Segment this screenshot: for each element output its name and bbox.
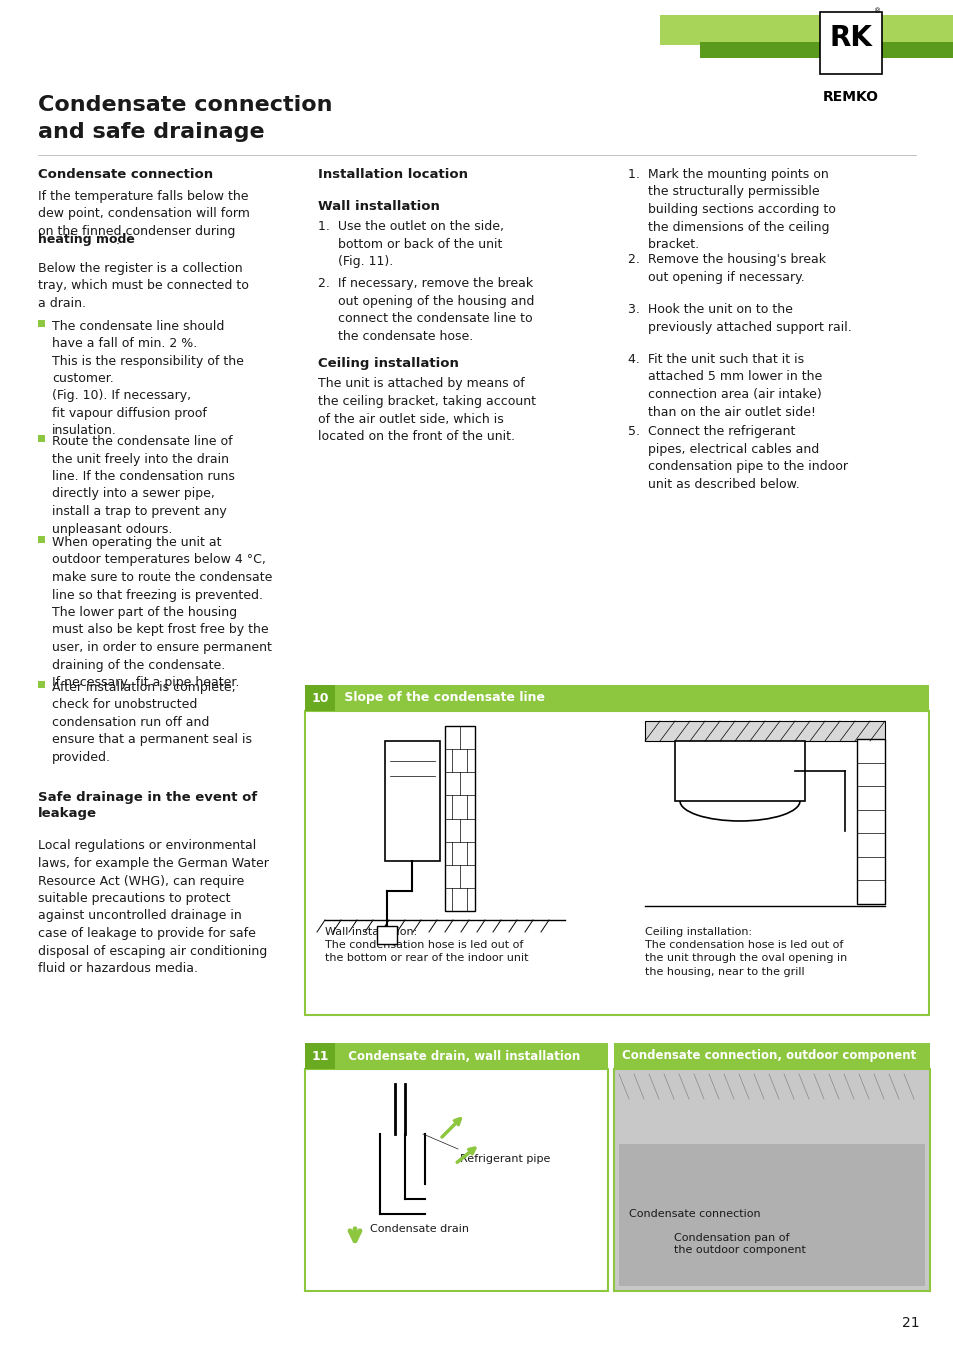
Bar [305, 1069, 607, 1291]
Bar [644, 721, 884, 741]
Text: RK: RK [829, 24, 872, 53]
Bar [305, 711, 928, 1015]
Text: Safe drainage in the event of: Safe drainage in the event of [38, 791, 257, 805]
Bar [38, 320, 45, 327]
Text: 1.  Mark the mounting points on
     the structurally permissible
     building : 1. Mark the mounting points on the struc… [627, 167, 835, 251]
Bar [618, 1143, 924, 1287]
Bar [614, 1069, 929, 1291]
Text: REMKO: REMKO [822, 90, 878, 104]
Bar [376, 926, 396, 944]
Text: 4.  Fit the unit such that it is
     attached 5 mm lower in the
     connection: 4. Fit the unit such that it is attached… [627, 352, 821, 418]
Text: When operating the unit at
outdoor temperatures below 4 °C,
make sure to route t: When operating the unit at outdoor tempe… [52, 536, 273, 688]
Text: Condensation pan of
the outdoor component: Condensation pan of the outdoor componen… [673, 1233, 805, 1256]
Text: 21: 21 [902, 1316, 919, 1330]
Text: Condensate drain, wall installation: Condensate drain, wall installation [339, 1049, 579, 1062]
Text: The condensate line should
have a fall of min. 2 %.
This is the responsibility o: The condensate line should have a fall o… [52, 320, 244, 437]
Text: 2.  Remove the housing's break
     out opening if necessary.: 2. Remove the housing's break out openin… [627, 252, 825, 284]
Text: 2.  If necessary, remove the break
     out opening of the housing and
     conn: 2. If necessary, remove the break out op… [317, 278, 534, 343]
Text: Condensate connection: Condensate connection [628, 1210, 760, 1219]
Bar [38, 680, 45, 687]
Text: Condensate connection: Condensate connection [38, 95, 333, 115]
Text: Below the register is a collection
tray, which must be connected to
a drain.: Below the register is a collection tray,… [38, 262, 249, 311]
Text: Slope of the condensate line: Slope of the condensate line [339, 691, 544, 705]
Text: Route the condensate line of
the unit freely into the drain
line. If the condens: Route the condensate line of the unit fr… [52, 435, 234, 536]
Bar [38, 435, 45, 441]
Text: Wall installation:
The condensation hose is led out of
the bottom or rear of the: Wall installation: The condensation hose… [325, 927, 528, 964]
Text: If the temperature falls below the
dew point, condensation will form
on the finn: If the temperature falls below the dew p… [38, 190, 250, 255]
Text: heating mode: heating mode [38, 234, 134, 247]
Text: 1.  Use the outlet on the side,
     bottom or back of the unit
     (Fig. 11).: 1. Use the outlet on the side, bottom or… [317, 220, 503, 269]
Bar [385, 741, 439, 861]
Text: 11: 11 [311, 1049, 329, 1062]
Bar [305, 1044, 607, 1069]
Bar [305, 684, 335, 711]
Text: Local regulations or environmental
laws, for example the German Water
Resource A: Local regulations or environmental laws,… [38, 840, 269, 975]
Text: 5.  Connect the refrigerant
     pipes, electrical cables and
     condensation : 5. Connect the refrigerant pipes, electr… [627, 425, 847, 490]
Bar [820, 12, 882, 74]
Text: and safe drainage: and safe drainage [38, 122, 264, 142]
Text: leakage: leakage [38, 807, 97, 819]
Text: 10: 10 [311, 691, 329, 705]
Text: The unit is attached by means of
the ceiling bracket, taking account
of the air : The unit is attached by means of the cei… [317, 378, 536, 443]
Text: Wall installation: Wall installation [317, 200, 439, 213]
Text: ®: ® [873, 8, 880, 14]
Text: Ceiling installation:
The condensation hose is led out of
the unit through the o: Ceiling installation: The condensation h… [644, 927, 846, 976]
Polygon shape [700, 42, 953, 58]
Bar [444, 726, 475, 911]
Bar [856, 738, 884, 904]
Text: Installation location: Installation location [317, 167, 468, 181]
Text: .: . [116, 234, 120, 247]
Text: Condensate connection: Condensate connection [38, 167, 213, 181]
Bar [305, 1044, 335, 1069]
Text: Condensate connection, outdoor component: Condensate connection, outdoor component [621, 1049, 915, 1062]
Text: Condensate drain: Condensate drain [370, 1224, 469, 1234]
Text: After installation is complete,
check for unobstructed
condensation run off and
: After installation is complete, check fo… [52, 680, 252, 764]
Bar [38, 536, 45, 543]
Text: Refrigerant pipe: Refrigerant pipe [459, 1154, 550, 1164]
Bar [675, 741, 804, 801]
Polygon shape [659, 15, 953, 45]
Text: 3.  Hook the unit on to the
     previously attached support rail.: 3. Hook the unit on to the previously at… [627, 302, 851, 333]
Bar [305, 684, 928, 711]
Text: Ceiling installation: Ceiling installation [317, 358, 458, 370]
Bar [614, 1044, 929, 1069]
